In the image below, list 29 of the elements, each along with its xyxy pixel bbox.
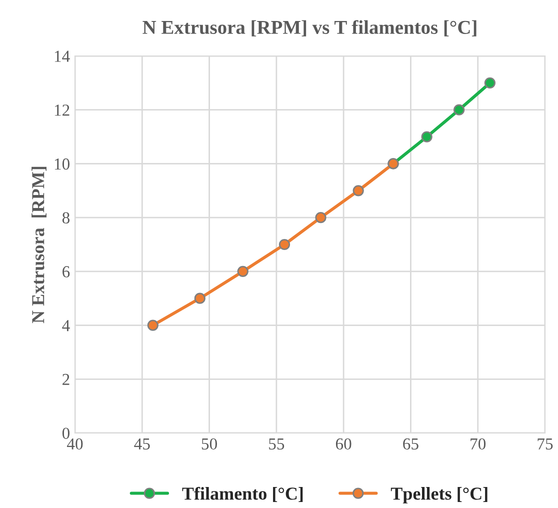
y-tick-label: 6: [62, 266, 70, 278]
x-tick-label: 45: [134, 438, 150, 450]
point: [352, 185, 364, 196]
point: [484, 77, 496, 88]
y-tick-label: 2: [62, 374, 70, 385]
point: [237, 266, 248, 277]
y-tick-label: 10: [54, 158, 70, 170]
chart-title: N Extrusora [RPM] vs T filamentos [°C]: [142, 20, 476, 36]
x-tick-label: 70: [470, 438, 486, 450]
x-tick-label: 65: [403, 438, 418, 450]
legend-label: Tpellets [°C]: [390, 487, 488, 504]
x-tick-label: 60: [336, 438, 352, 450]
point: [421, 131, 432, 142]
x-tick-label: 55: [269, 438, 284, 450]
point: [278, 238, 290, 250]
legend-label: Tfilamento [°C]: [182, 486, 303, 502]
x-tick-label: 50: [202, 438, 217, 450]
x-tick-label: 75: [538, 438, 553, 450]
x-tick-label: 40: [66, 438, 83, 450]
y-tick-label: 4: [62, 320, 70, 332]
y-tick-label: 12: [54, 104, 70, 116]
y-tick-label: 0: [62, 428, 70, 439]
point: [315, 212, 326, 224]
y-tick-label: 8: [62, 212, 70, 224]
point: [194, 292, 206, 304]
y-axis-title: N Extrusora [RPM]: [32, 166, 46, 324]
y-tick-label: 14: [54, 50, 70, 62]
point: [147, 320, 158, 331]
point: [454, 104, 465, 116]
